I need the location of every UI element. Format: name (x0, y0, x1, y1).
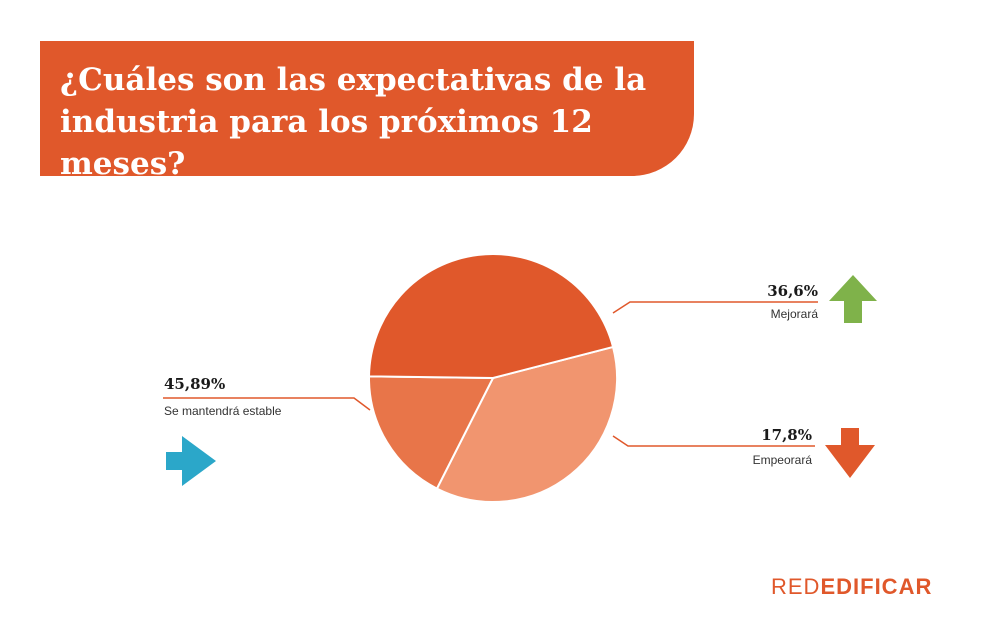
slice-mejorara (435, 345, 618, 503)
leader-line-empeorara (612, 435, 815, 447)
label-estable: Se mantendrá estable (164, 404, 282, 418)
slice-estable (367, 253, 615, 380)
arrow-up-icon (829, 275, 877, 323)
pct-mejorara: 36,6% (767, 282, 818, 300)
leader-line-mejorara (612, 301, 818, 314)
arrow-down-icon (825, 428, 875, 478)
pct-empeorara: 17,8% (761, 426, 812, 444)
brand-logo: REDEDIFICAR (771, 574, 933, 599)
pct-estable: 45,89% (164, 375, 225, 393)
title-banner: ¿Cuáles son las expectativas de la indus… (40, 41, 694, 182)
leader-line-estable (163, 397, 371, 411)
pie-slices (367, 253, 618, 503)
label-mejorara: Mejorará (771, 307, 819, 321)
arrow-right-icon (166, 436, 216, 486)
slice-empeorara (368, 375, 495, 490)
chart-title: ¿Cuáles son las expectativas de la indus… (60, 62, 647, 182)
label-empeorara: Empeorará (753, 453, 813, 467)
